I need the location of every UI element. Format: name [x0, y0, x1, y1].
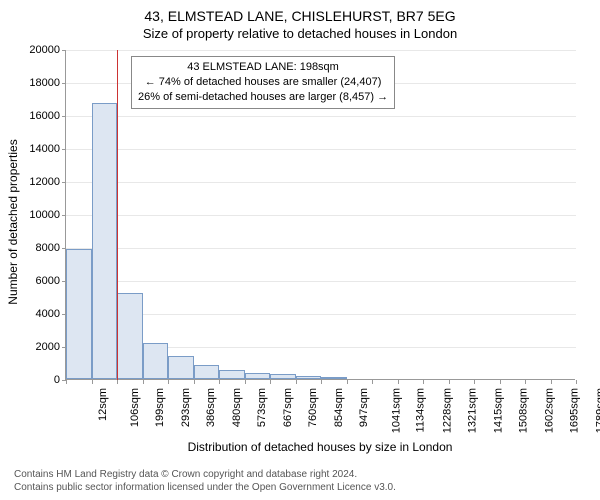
- x-tick-label: 1321sqm: [466, 388, 478, 433]
- plot-area: 0200040006000800010000120001400016000180…: [65, 50, 575, 380]
- grid-line: [66, 116, 576, 117]
- histogram-bar: [296, 376, 322, 379]
- histogram-bar: [66, 249, 92, 379]
- y-tick-label: 2000: [20, 341, 60, 353]
- x-tick-label: 293sqm: [180, 388, 192, 427]
- histogram-bar: [143, 343, 169, 379]
- annotation-box: 43 ELMSTEAD LANE: 198sqm← 74% of detache…: [131, 56, 395, 109]
- x-tick-label: 1508sqm: [517, 388, 529, 433]
- grid-line: [66, 248, 576, 249]
- x-tick-label: 854sqm: [333, 388, 345, 427]
- x-tick-label: 199sqm: [154, 388, 166, 427]
- y-tick-label: 14000: [20, 143, 60, 155]
- y-tick-mark: [62, 50, 66, 51]
- annotation-line: 43 ELMSTEAD LANE: 198sqm: [138, 60, 388, 75]
- x-tick-label: 947sqm: [358, 388, 370, 427]
- footer-line-1: Contains HM Land Registry data © Crown c…: [14, 468, 396, 481]
- y-tick-label: 6000: [20, 275, 60, 287]
- histogram-bar: [117, 293, 143, 379]
- footer: Contains HM Land Registry data © Crown c…: [14, 468, 396, 494]
- grid-line: [66, 149, 576, 150]
- x-tick-label: 760sqm: [307, 388, 319, 427]
- x-tick-mark: [576, 380, 577, 384]
- y-tick-mark: [62, 215, 66, 216]
- x-tick-mark: [500, 380, 501, 384]
- y-tick-label: 20000: [20, 44, 60, 56]
- x-tick-label: 480sqm: [231, 388, 243, 427]
- x-axis-label: Distribution of detached houses by size …: [65, 440, 575, 454]
- marker-line: [117, 50, 118, 380]
- y-tick-label: 16000: [20, 110, 60, 122]
- y-tick-label: 0: [20, 374, 60, 386]
- y-tick-label: 18000: [20, 77, 60, 89]
- chart-title: 43, ELMSTEAD LANE, CHISLEHURST, BR7 5EG: [0, 0, 600, 24]
- histogram-bar: [219, 370, 245, 379]
- y-tick-label: 4000: [20, 308, 60, 320]
- histogram-bar: [321, 377, 347, 379]
- x-tick-label: 1228sqm: [441, 388, 453, 433]
- histogram-bar: [245, 373, 271, 379]
- x-tick-mark: [423, 380, 424, 384]
- x-tick-label: 106sqm: [129, 388, 141, 427]
- x-tick-label: 386sqm: [205, 388, 217, 427]
- x-tick-label: 1134sqm: [414, 388, 426, 432]
- grid-line: [66, 215, 576, 216]
- x-tick-mark: [270, 380, 271, 384]
- x-tick-mark: [92, 380, 93, 384]
- x-tick-mark: [372, 380, 373, 384]
- x-tick-label: 1789sqm: [594, 388, 600, 433]
- histogram-bar: [270, 374, 296, 379]
- x-tick-label: 667sqm: [282, 388, 294, 427]
- x-tick-label: 12sqm: [97, 388, 109, 421]
- grid-line: [66, 182, 576, 183]
- x-tick-mark: [474, 380, 475, 384]
- x-tick-mark: [194, 380, 195, 384]
- y-tick-label: 12000: [20, 176, 60, 188]
- x-tick-mark: [551, 380, 552, 384]
- x-tick-mark: [245, 380, 246, 384]
- x-tick-mark: [398, 380, 399, 384]
- x-tick-mark: [347, 380, 348, 384]
- chart-container: 0200040006000800010000120001400016000180…: [65, 50, 575, 410]
- x-tick-label: 1041sqm: [390, 388, 402, 433]
- y-tick-mark: [62, 182, 66, 183]
- y-tick-label: 8000: [20, 242, 60, 254]
- x-tick-mark: [321, 380, 322, 384]
- histogram-bar: [194, 365, 220, 379]
- x-tick-mark: [117, 380, 118, 384]
- y-tick-label: 10000: [20, 209, 60, 221]
- x-tick-mark: [296, 380, 297, 384]
- x-tick-label: 1695sqm: [568, 388, 580, 433]
- x-tick-label: 1415sqm: [492, 388, 504, 433]
- x-tick-mark: [66, 380, 67, 384]
- x-tick-mark: [143, 380, 144, 384]
- x-tick-mark: [449, 380, 450, 384]
- grid-line: [66, 314, 576, 315]
- y-axis-label: Number of detached properties: [6, 139, 20, 304]
- x-tick-label: 573sqm: [256, 388, 268, 427]
- x-tick-mark: [168, 380, 169, 384]
- annotation-line: ← 74% of detached houses are smaller (24…: [138, 75, 388, 90]
- x-tick-mark: [219, 380, 220, 384]
- grid-line: [66, 281, 576, 282]
- chart-subtitle: Size of property relative to detached ho…: [0, 24, 600, 41]
- footer-line-2: Contains public sector information licen…: [14, 481, 396, 494]
- histogram-bar: [92, 103, 118, 379]
- histogram-bar: [168, 356, 194, 379]
- y-tick-mark: [62, 83, 66, 84]
- x-tick-label: 1602sqm: [543, 388, 555, 433]
- y-tick-mark: [62, 149, 66, 150]
- y-tick-mark: [62, 116, 66, 117]
- annotation-line: 26% of semi-detached houses are larger (…: [138, 90, 388, 105]
- grid-line: [66, 50, 576, 51]
- x-tick-mark: [525, 380, 526, 384]
